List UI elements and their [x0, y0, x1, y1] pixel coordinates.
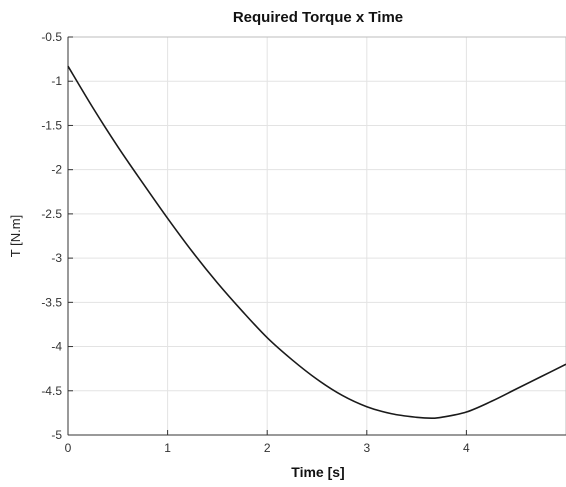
x-tick-labels: 0 1 2 3 4 [65, 441, 470, 455]
torque-series-line [67, 65, 566, 420]
y-tick-label: -4 [51, 340, 62, 354]
y-axis-label: T [N.m] [8, 215, 23, 257]
grid [67, 36, 566, 436]
axes [67, 36, 566, 436]
series-group [67, 65, 566, 420]
plot-area [67, 36, 566, 436]
y-tick-label: -2 [51, 163, 62, 177]
y-tick-labels: -0.5 -1 -1.5 -2 -2.5 -3 -3.5 -4 -4.5 -5 [41, 30, 62, 442]
y-tick-label: -0.5 [41, 30, 62, 44]
x-tick-label: 0 [65, 441, 72, 455]
x-tick-label: 3 [363, 441, 370, 455]
y-tick-label: -1.5 [41, 118, 62, 132]
x-tick-label: 2 [264, 441, 271, 455]
x-tick-label: 1 [164, 441, 171, 455]
y-tick-label: -4.5 [41, 384, 62, 398]
y-tick-label: -5 [51, 428, 62, 442]
y-tick-label: -2.5 [41, 207, 62, 221]
y-tick-label: -3.5 [41, 295, 62, 309]
x-tick-label: 4 [463, 441, 470, 455]
chart-title: Required Torque x Time [233, 9, 403, 26]
y-tick-label: -1 [51, 74, 62, 88]
y-tick-label: -3 [51, 251, 62, 265]
x-axis-label: Time [s] [291, 464, 344, 480]
